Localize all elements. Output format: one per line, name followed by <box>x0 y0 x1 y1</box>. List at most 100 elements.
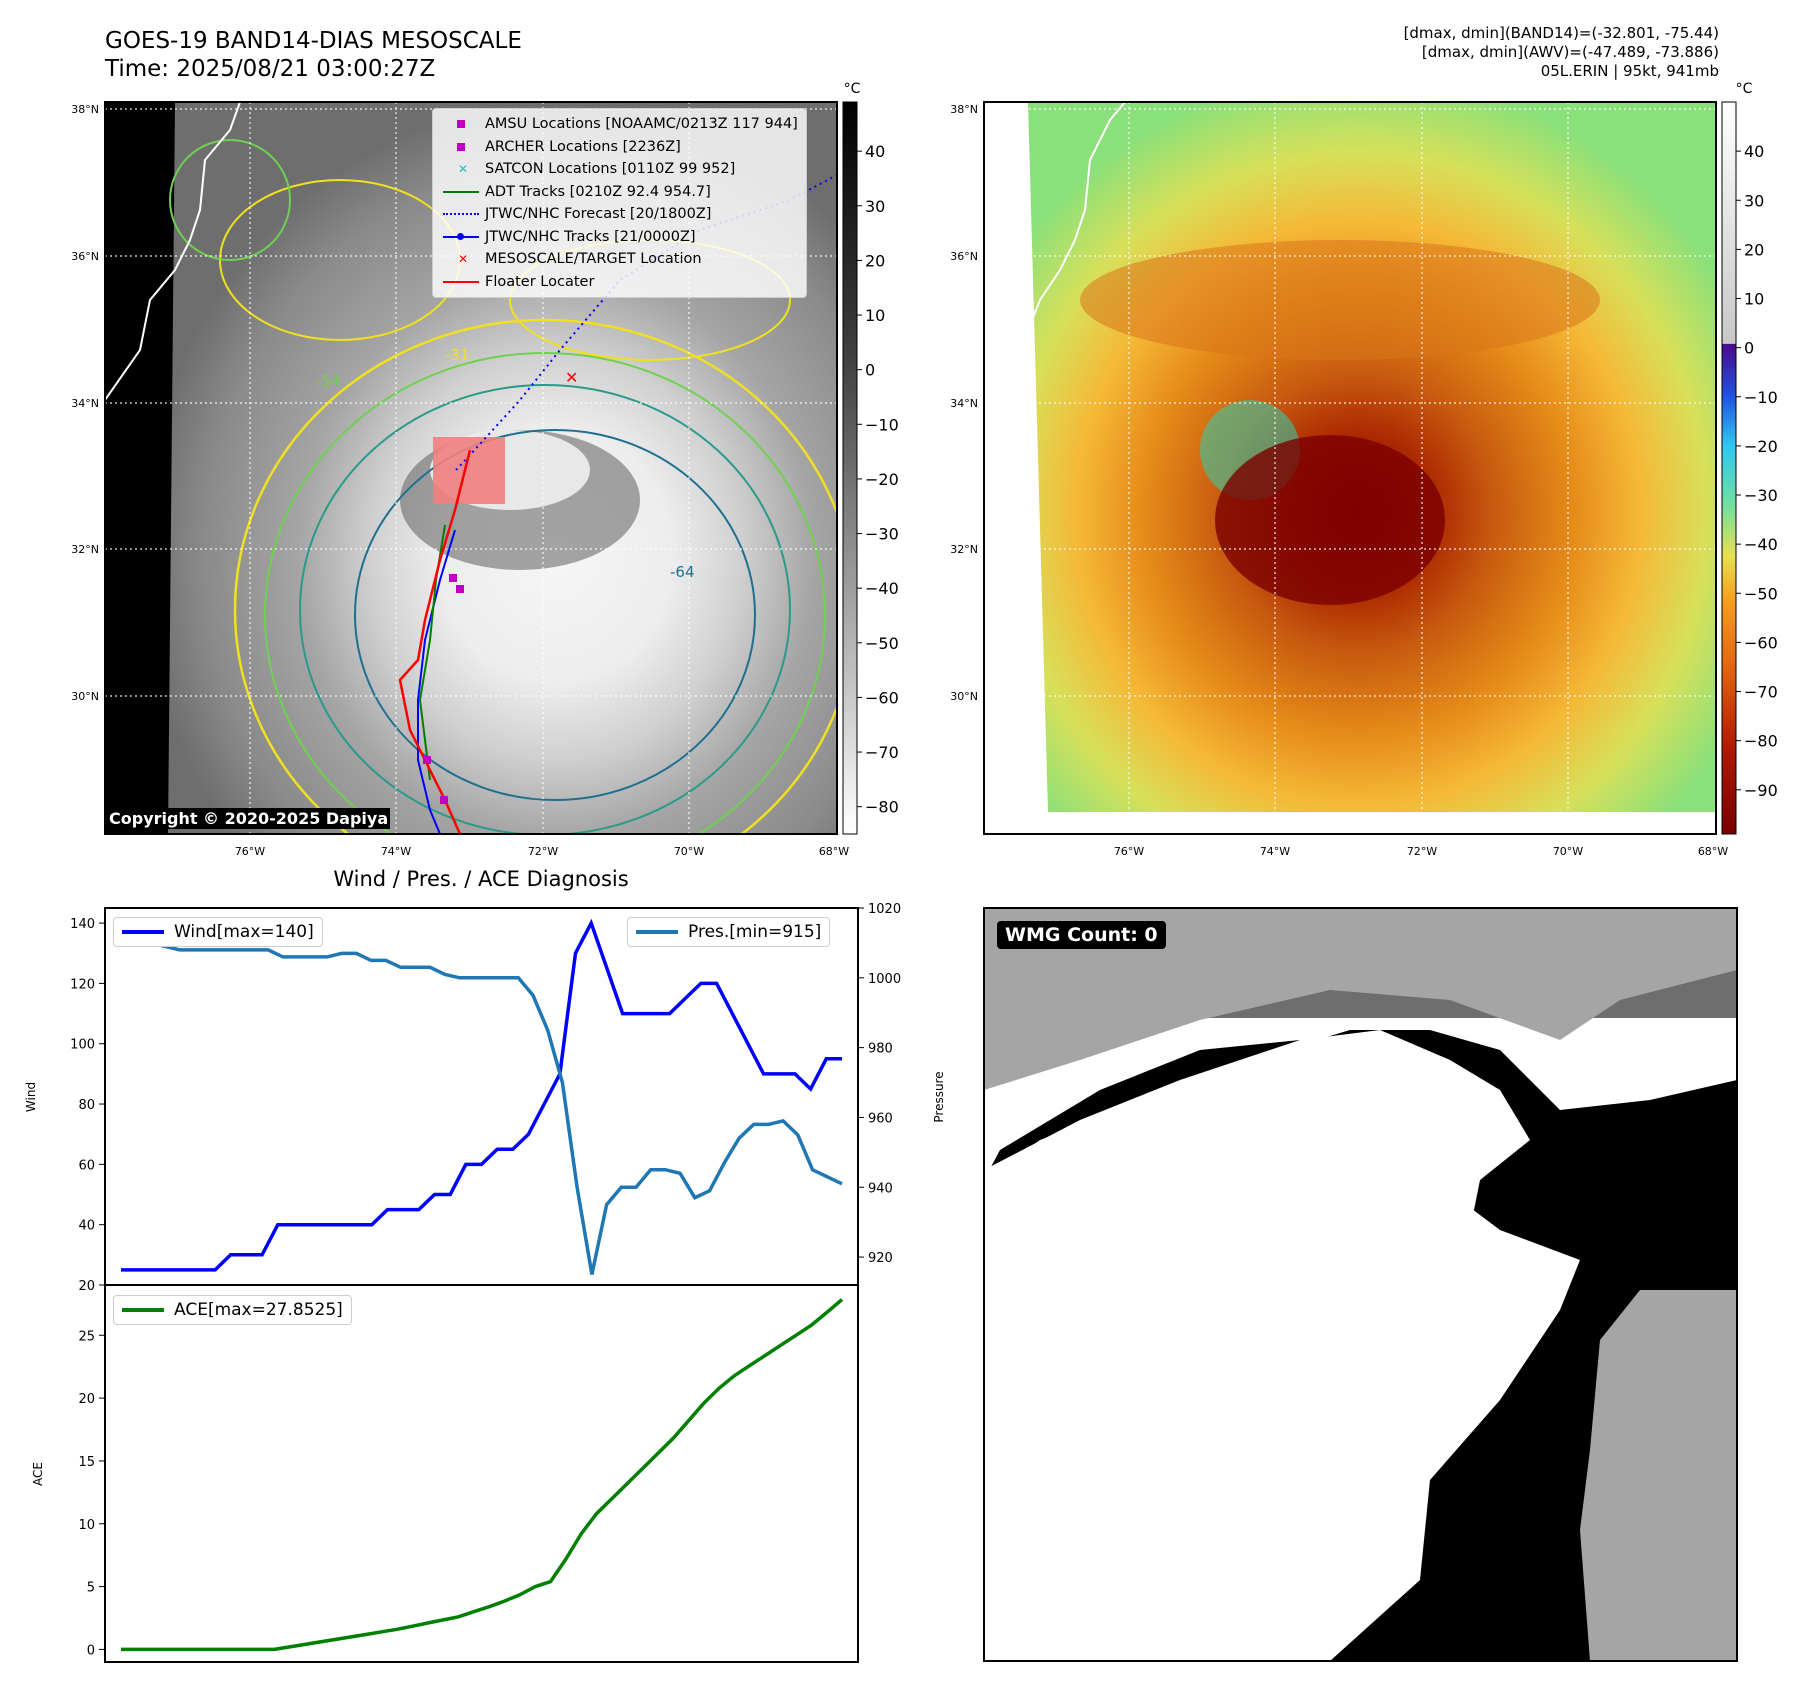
gray-colorbar-ticks: 40 30 20 10 0 −10 −20 −30 −40 −50 −60 −70 −80 <box>857 142 899 817</box>
colorbar-tick-label: −80 <box>1744 732 1778 751</box>
pressure-tick-label: 1000 <box>868 972 901 987</box>
wind-legend-swatch <box>122 930 164 934</box>
svg-text:68°W: 68°W <box>1698 845 1728 858</box>
ace-tick-label: 10 <box>78 1518 95 1533</box>
wind-axis-label: Wind <box>24 1082 38 1112</box>
info-storm: 05L.ERIN | 95kt, 941mb <box>1540 62 1719 80</box>
svg-text:34°N: 34°N <box>71 397 99 410</box>
ace-axes <box>104 1284 859 1663</box>
legend-label: Floater Locater <box>485 273 595 290</box>
ace-legend: ACE[max=27.8525] <box>113 1295 352 1325</box>
svg-text:74°W: 74°W <box>1260 845 1290 858</box>
color-colorbar <box>1721 101 1737 835</box>
floater-box <box>433 437 505 504</box>
svg-text:38°N: 38°N <box>950 103 978 116</box>
map2-axis-labels: 38°N 36°N 34°N 32°N 30°N 76°W 74°W 72°W … <box>950 103 1728 858</box>
pressure-tick-label: 920 <box>868 1251 893 1266</box>
wmg-count: WMG Count: 0 <box>997 921 1166 949</box>
map1-axis-labels: 38°N 36°N 34°N 32°N 30°N 76°W 74°W 72°W … <box>71 103 849 858</box>
pressure-tick-label: 940 <box>868 1181 893 1196</box>
colorbar-tick-label: −20 <box>1744 437 1778 456</box>
legend-row-adt: ADT Tracks [0210Z 92.4 954.7] <box>441 181 798 204</box>
wind-tick-label: 80 <box>78 1098 95 1113</box>
info-awv: [dmax, dmin](AWV)=(-47.489, -73.886) <box>1421 43 1719 61</box>
color-ir-map <box>984 102 1716 834</box>
svg-text:68°W: 68°W <box>819 845 849 858</box>
color-colorbar-unit: °C <box>1736 81 1753 97</box>
wind-pres-axes <box>104 907 859 1286</box>
diagnosis-title: Wind / Pres. / ACE Diagnosis <box>333 867 628 891</box>
colorbar-tick-label: −60 <box>1744 633 1778 652</box>
colorbar-tick-label: 0 <box>865 361 875 380</box>
chart-time: Time: 2025/08/21 03:00:27Z <box>105 56 436 82</box>
legend-label: ARCHER Locations [2236Z] <box>485 138 681 155</box>
colorbar-tick-label: −10 <box>865 415 899 434</box>
wind-tick-label: 20 <box>78 1279 95 1294</box>
legend-row-target: ✕ MESOSCALE/TARGET Location <box>441 248 798 271</box>
colorbar-tick-label: −50 <box>1744 584 1778 603</box>
svg-text:38°N: 38°N <box>71 103 99 116</box>
pressure-legend-swatch <box>636 930 678 934</box>
ace-legend-label: ACE[max=27.8525] <box>174 1300 343 1320</box>
jtwc-track <box>417 529 456 834</box>
colorbar-tick-label: 40 <box>1744 142 1764 161</box>
ace-series-line <box>121 1298 844 1652</box>
amsu-markers <box>423 574 464 804</box>
contour-label-3: -64 <box>670 563 695 581</box>
ace-legend-swatch <box>122 1308 164 1312</box>
svg-text:76°W: 76°W <box>1114 845 1144 858</box>
svg-text:30°N: 30°N <box>71 690 99 703</box>
ace-tick-label: 25 <box>78 1329 95 1344</box>
colorbar-tick-label: −10 <box>1744 388 1778 407</box>
colorbar-tick-label: 40 <box>865 142 885 161</box>
legend-row-forecast: JTWC/NHC Forecast [20/1800Z] <box>441 203 798 226</box>
legend-label: JTWC/NHC Tracks [21/0000Z] <box>485 228 696 245</box>
map-legend: AMSU Locations [NOAAMC/0213Z 117 944] AR… <box>432 108 807 298</box>
ace-axis-ticks: 25 20 15 10 5 0 <box>78 1329 105 1658</box>
legend-row-satcon: ✕ SATCON Locations [0110Z 99 952] <box>441 158 798 181</box>
colorbar-tick-label: −50 <box>865 634 899 653</box>
colorbar-tick-label: −40 <box>1744 535 1778 554</box>
svg-text:72°W: 72°W <box>1407 845 1437 858</box>
legend-row-tracks: JTWC/NHC Tracks [21/0000Z] <box>441 226 798 249</box>
copyright: Copyright © 2020-2025 Dapiya <box>107 808 391 829</box>
floater-track <box>398 449 472 834</box>
colorbar-tick-label: −30 <box>1744 486 1778 505</box>
colorbar-tick-label: 20 <box>1744 240 1764 259</box>
gray-colorbar-unit: °C <box>844 81 861 97</box>
colorbar-tick-label: −90 <box>1744 781 1778 800</box>
svg-text:36°N: 36°N <box>950 250 978 263</box>
colorbar-tick-label: 10 <box>1744 290 1764 309</box>
ace-axis-label: ACE <box>31 1462 45 1486</box>
legend-row-archer: ARCHER Locations [2236Z] <box>441 136 798 159</box>
legend-row-amsu: AMSU Locations [NOAAMC/0213Z 117 944] <box>441 113 798 136</box>
colorbar-tick-label: −70 <box>1744 683 1778 702</box>
pressure-series-line <box>121 923 843 1275</box>
wind-legend-label: Wind[max=140] <box>174 922 314 942</box>
pressure-axis-label: Pressure <box>932 1071 946 1122</box>
wind-tick-label: 60 <box>78 1158 95 1173</box>
pressure-legend: Pres.[min=915] <box>627 917 831 947</box>
colorbar-tick-label: −40 <box>865 579 899 598</box>
pressure-tick-label: 960 <box>868 1111 893 1126</box>
pressure-legend-label: Pres.[min=915] <box>688 922 822 942</box>
svg-text:32°N: 32°N <box>71 543 99 556</box>
colorbar-tick-label: 20 <box>865 251 885 270</box>
info-band14: [dmax, dmin](BAND14)=(-32.801, -75.44) <box>1403 24 1719 42</box>
svg-text:70°W: 70°W <box>1553 845 1583 858</box>
pressure-tick-label: 1020 <box>868 902 901 917</box>
colorbar-tick-label: −30 <box>865 525 899 544</box>
ace-tick-label: 5 <box>87 1581 95 1596</box>
wind-tick-label: 40 <box>78 1219 95 1234</box>
target-marker: ✕ <box>565 368 578 387</box>
svg-text:30°N: 30°N <box>950 690 978 703</box>
wind-series-line <box>121 918 842 1272</box>
ace-tick-label: 15 <box>78 1455 95 1470</box>
colorbar-tick-label: −80 <box>865 798 899 817</box>
colorbar-tick-label: 10 <box>865 306 885 325</box>
legend-label: AMSU Locations [NOAAMC/0213Z 117 944] <box>485 116 798 132</box>
svg-text:36°N: 36°N <box>71 250 99 263</box>
legend-label: ADT Tracks [0210Z 92.4 954.7] <box>485 183 711 200</box>
wmg-panel <box>984 908 1737 1661</box>
